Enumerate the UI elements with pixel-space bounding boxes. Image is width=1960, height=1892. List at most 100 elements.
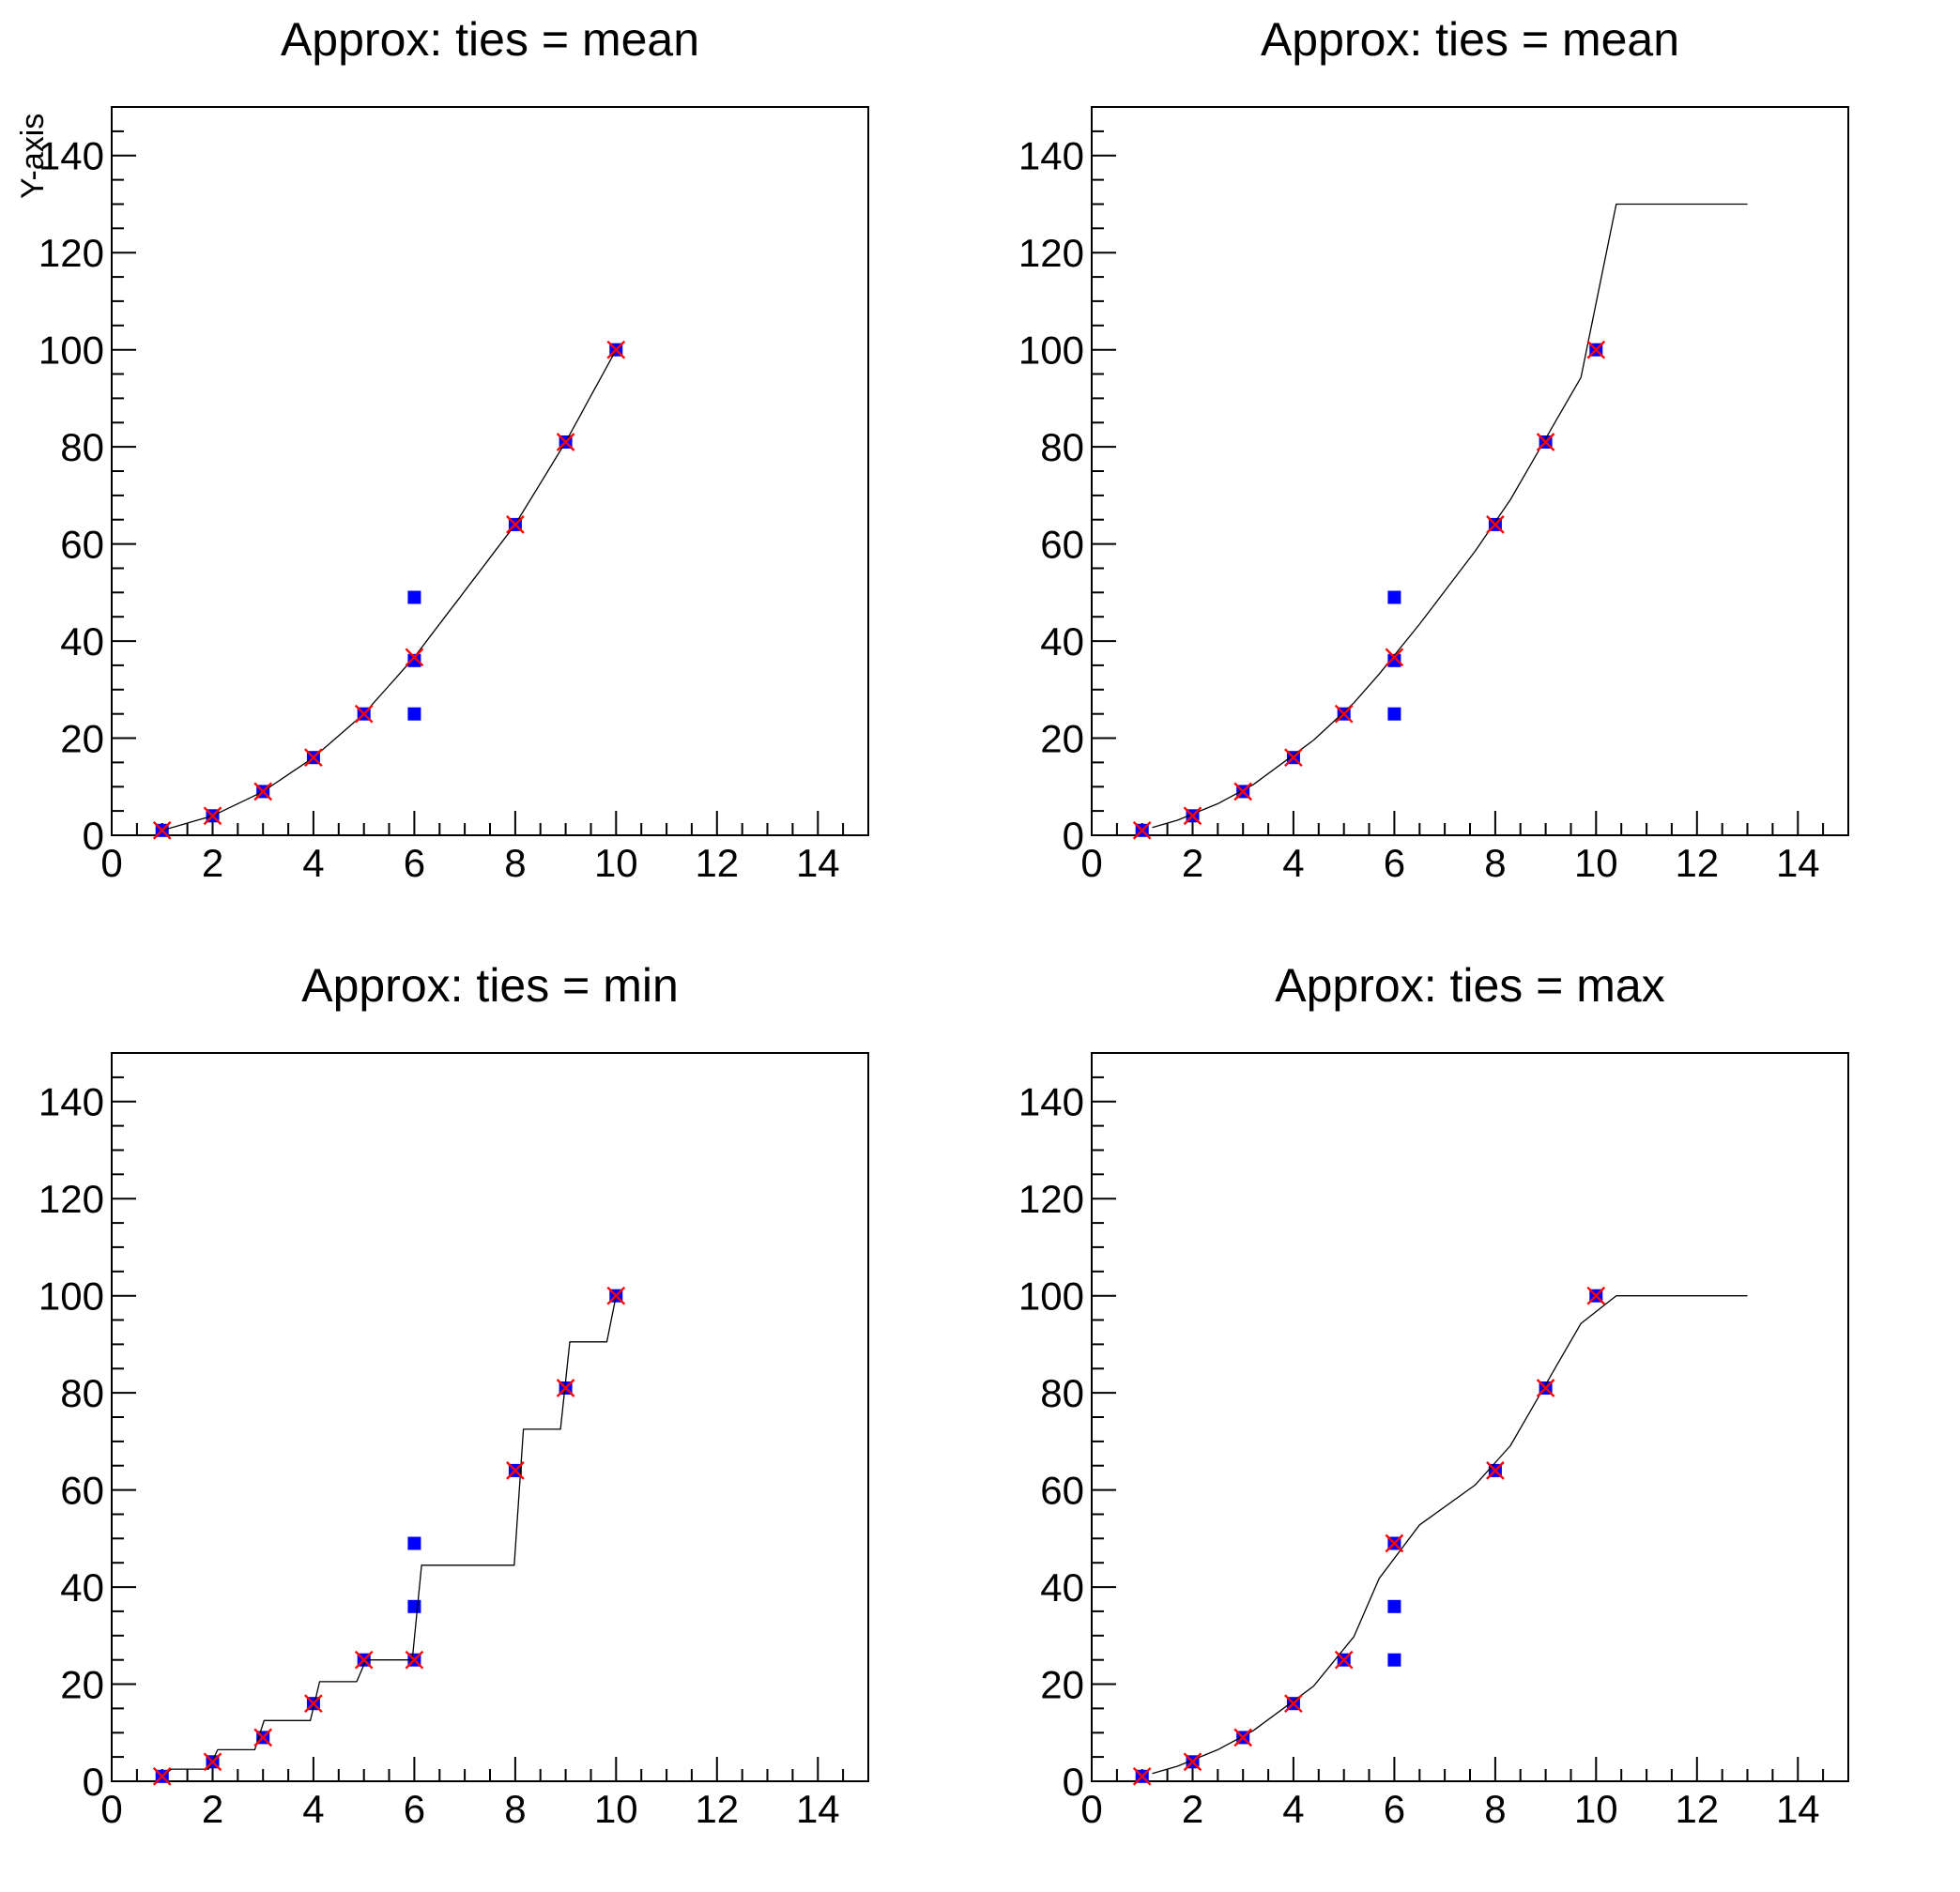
x-tick-label: 8 xyxy=(504,841,526,885)
approx-x-marker xyxy=(203,1752,222,1772)
approx-x-marker xyxy=(1334,1650,1354,1670)
x-tick-label: 6 xyxy=(1384,841,1405,885)
plot-frame xyxy=(1091,1052,1849,1782)
approx-x-marker xyxy=(1233,1728,1253,1747)
x-tick-label: 4 xyxy=(1282,1787,1304,1831)
x-tick-label: 8 xyxy=(1484,841,1506,885)
approx-x-marker xyxy=(1586,1286,1606,1305)
x-tick-label: 4 xyxy=(1282,841,1304,885)
y-tick-label: 40 xyxy=(60,1565,104,1610)
plot-frame xyxy=(111,1052,869,1782)
y-tick-label: 100 xyxy=(38,328,104,373)
data-point-marker xyxy=(407,590,421,604)
approx-x-marker xyxy=(1385,648,1404,667)
y-tick-label: 60 xyxy=(60,1469,104,1513)
y-tick-label: 80 xyxy=(1040,1371,1084,1415)
pad-bottom-right: 0 2 4 6 8 10 12 14 0 20 40 60 80 100 120 140 Approx: ti… xyxy=(980,946,1960,1892)
x-tick-label: 10 xyxy=(1574,841,1618,885)
x-tick-label: 14 xyxy=(1776,1787,1820,1831)
y-tick-label: 120 xyxy=(1018,1177,1084,1221)
approx-x-marker xyxy=(1334,704,1354,724)
y-tick-label: 120 xyxy=(38,231,104,275)
x-tick-label: 6 xyxy=(404,841,425,885)
approx-x-marker xyxy=(152,820,172,840)
x-tick-label: 0 xyxy=(1080,1787,1102,1831)
approx-x-marker xyxy=(304,1694,323,1714)
approx-curve xyxy=(161,1295,617,1778)
x-tick-label: 4 xyxy=(302,1787,324,1831)
y-tick-label: 120 xyxy=(1018,231,1084,275)
x-tick-label: 2 xyxy=(1182,1787,1203,1831)
x-tick-label: 8 xyxy=(1484,1787,1506,1831)
approx-x-marker xyxy=(606,1286,626,1305)
pad-title: Approx: ties = mean xyxy=(1260,13,1680,66)
approx-x-marker xyxy=(556,1379,575,1397)
x-tick-label: 0 xyxy=(1080,841,1102,885)
y-tick-label: 40 xyxy=(1040,619,1084,664)
approx-x-marker xyxy=(1486,1461,1505,1480)
approx-x-marker xyxy=(1284,1694,1303,1714)
approx-x-marker xyxy=(506,1461,525,1480)
approx-curve xyxy=(1152,203,1748,829)
approx-x-marker xyxy=(1284,748,1303,768)
approx-x-marker xyxy=(1132,820,1152,840)
pad-title: Approx: ties = max xyxy=(1275,959,1665,1012)
y-tick-label: 0 xyxy=(1063,1760,1084,1804)
data-point-marker xyxy=(407,653,421,667)
y-tick-label: 0 xyxy=(1063,814,1084,858)
approx-x-marker xyxy=(304,748,323,768)
approx-x-marker xyxy=(1385,1533,1404,1553)
pad-title: Approx: ties = min xyxy=(301,959,679,1012)
y-tick-label: 20 xyxy=(60,1663,104,1707)
approx-x-marker xyxy=(354,1650,374,1670)
y-tick-label: 20 xyxy=(1040,717,1084,761)
x-tick-label: 10 xyxy=(594,1787,638,1831)
x-tick-label: 8 xyxy=(504,1787,526,1831)
y-tick-label: 140 xyxy=(38,1080,104,1124)
y-tick-label: 80 xyxy=(60,1371,104,1415)
data-point-marker xyxy=(407,1536,421,1550)
x-tick-label: 6 xyxy=(404,1787,425,1831)
x-tick-label: 2 xyxy=(202,841,223,885)
y-tick-label: 120 xyxy=(38,1177,104,1221)
y-tick-label: 100 xyxy=(38,1274,104,1319)
x-tick-label: 4 xyxy=(302,841,324,885)
pad-top-left: 0 2 4 6 8 10 12 14 0 20 40 60 80 100 120 140 Approx: ti… xyxy=(0,0,980,946)
x-tick-label: 10 xyxy=(594,841,638,885)
data-point-marker xyxy=(1387,1599,1401,1613)
pad-bottom-left: 0 2 4 6 8 10 12 14 0 20 40 60 80 100 120 140 Approx: ti… xyxy=(0,946,980,1892)
x-tick-label: 12 xyxy=(695,841,739,885)
pad-title: Approx: ties = mean xyxy=(280,13,700,66)
approx-x-marker xyxy=(1586,340,1606,359)
approx-x-marker xyxy=(1183,1752,1202,1772)
y-tick-label: 140 xyxy=(1018,1080,1084,1124)
y-tick-label: 20 xyxy=(1040,1663,1084,1707)
data-point-marker xyxy=(407,1599,421,1613)
approx-x-marker xyxy=(253,1728,273,1747)
y-tick-label: 100 xyxy=(1018,328,1084,373)
approx-x-marker xyxy=(1183,806,1202,826)
x-tick-label: 14 xyxy=(1776,841,1820,885)
y-tick-label: 140 xyxy=(1018,134,1084,178)
approx-x-marker xyxy=(606,340,626,359)
data-point-marker xyxy=(1387,653,1401,667)
x-tick-label: 0 xyxy=(100,841,122,885)
x-tick-label: 6 xyxy=(1384,1787,1405,1831)
approx-x-marker xyxy=(405,1650,424,1670)
x-tick-label: 14 xyxy=(796,1787,840,1831)
plot-frame xyxy=(111,106,869,836)
approx-x-marker xyxy=(253,782,273,801)
approx-x-marker xyxy=(1486,515,1505,534)
y-tick-label: 60 xyxy=(1040,1469,1084,1513)
approx-x-marker xyxy=(556,433,575,451)
y-tick-label: 0 xyxy=(83,814,104,858)
y-tick-label: 80 xyxy=(60,425,104,469)
approx-curve xyxy=(1152,1295,1748,1775)
approx-x-marker xyxy=(1132,1766,1152,1786)
approx-x-marker xyxy=(506,515,525,534)
y-tick-label: 140 xyxy=(38,134,104,178)
